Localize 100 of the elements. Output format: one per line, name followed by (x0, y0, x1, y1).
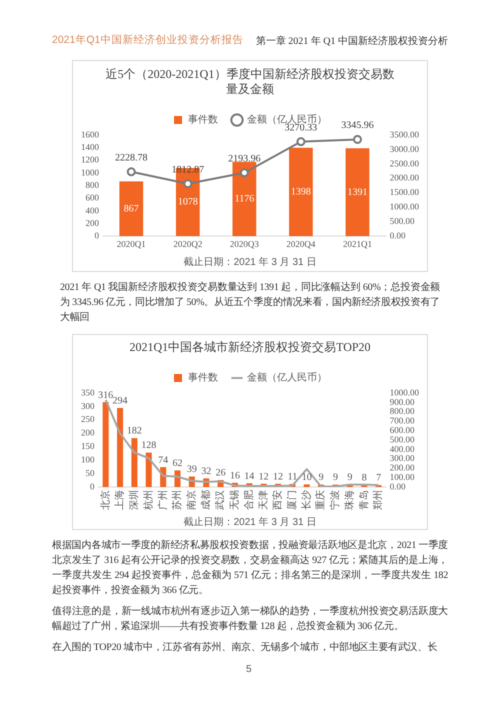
data-label: 316 (98, 390, 114, 401)
text: 2021 年 Q1 我国新经济股权投资交易数量达到 1391 起，同比涨幅达到 60%；总投资金额为 3345.96 亿元，同比增加了 50%。从近五个季度的情况来看，国内新经济股权投资有了大幅回 (60, 280, 440, 325)
y2-tick-label: 2500.00 (390, 158, 420, 168)
data-label: 26 (216, 468, 226, 479)
data-label: 3345.96 (341, 120, 374, 132)
text: 值得注意的是，新一线城市杭州有逐步迈入第一梯队的趋势，一季度杭州投资交易活跃度大幅超过了广州，紧追深圳——共有投资事件数量 128 起，总投资金额为 306 亿元。 (52, 604, 448, 634)
y2-tick-label: 400.00 (390, 444, 415, 454)
x-tick-label: 宁波 (329, 490, 342, 510)
chart-title: 2021Q1中国各城市新经济股权投资交易TOP20 (129, 340, 371, 355)
x-tick-label: 2020Q1 (116, 238, 146, 249)
y2-tick-label: 200.00 (390, 462, 415, 473)
data-label: 182 (126, 426, 142, 437)
text: 第一章 2021 年 Q1 中国新经济股权投资分析 (256, 34, 448, 48)
y2-tick-label: 0.00 (390, 481, 406, 492)
y-tick-label: 150 (81, 441, 95, 452)
y-tick-label: 1200 (81, 154, 100, 165)
point (183, 179, 192, 188)
bar (304, 484, 310, 487)
y-tick-label: 1600 (81, 129, 100, 140)
chart-title: 近5个（2020-2021Q1）季度中国新经济股权投资交易数量及金额 (104, 67, 396, 97)
x-tick-label: 深圳 (128, 490, 140, 510)
bar (346, 148, 370, 236)
x-tick-label: 厦门 (286, 490, 298, 510)
data-label: 294 (112, 396, 128, 407)
data-label: 1391 (347, 186, 368, 198)
text: 根据国内各城市一季度的新经济私募股权投资数据，投融资最活跃地区是北京，2021 一季度北京发生了 316 起有公开记录的投资交易数，交易金额高达 927 亿元；紧随其后的是上海，一季度共发生 294 起投资事件，总金额为 571 亿元；排名第三的是深圳，一季度共发生 182 起投资事件，投资金额为 366 亿元。 (52, 538, 448, 598)
y2-tick-label: 1000.00 (390, 387, 420, 398)
legend-label: 事件数 (188, 372, 218, 384)
y2-tick-label: 500.00 (390, 434, 415, 444)
bar (102, 402, 109, 487)
data-label: 867 (124, 203, 139, 214)
data-label: 14 (244, 470, 254, 482)
data-label: 9 (347, 472, 352, 484)
y2-tick-label: 500.00 (390, 216, 415, 226)
legend-label: 事件数 (188, 114, 218, 126)
x-tick-label: 郑州 (372, 490, 384, 510)
x-tick-label: 西安 (272, 490, 284, 510)
y2-tick-label: 3500.00 (390, 129, 420, 140)
data-label: 9 (332, 472, 338, 484)
x-tick-label: 武汉 (214, 490, 226, 510)
point (296, 137, 306, 146)
y2-tick-label: 600.00 (390, 424, 415, 435)
x-tick-label: 2020Q3 (230, 238, 260, 249)
y-tick-label: 50 (86, 468, 95, 478)
text: 在入围的 TOP20 城市中，江苏省有苏州、南京、无锡多个城市，中部地区主要有武汉、长 (52, 640, 438, 655)
y-tick-label: 300 (81, 400, 95, 411)
y-tick-label: 100 (81, 454, 95, 464)
data-label: 1078 (178, 196, 198, 208)
data-label: 7 (376, 472, 382, 484)
y2-tick-label: 1500.00 (390, 187, 420, 198)
y2-tick-label: 700.00 (390, 416, 415, 426)
data-label: 9 (318, 472, 324, 484)
text: 2021年Q1中国新经济创业投资分析报告 (52, 33, 244, 47)
y2-tick-label: 100.00 (390, 472, 415, 482)
data-label: 1398 (290, 186, 311, 198)
x-tick-label: 合肥 (242, 490, 255, 510)
x-tick-label: 上海 (114, 490, 126, 510)
y-tick-label: 200 (86, 218, 100, 228)
data-label: 10 (302, 472, 312, 483)
x-tick-label: 北京 (99, 490, 112, 510)
x-tick-label: 长沙 (300, 490, 312, 510)
x-tick-label: 成都 (200, 490, 212, 510)
bar (146, 452, 152, 487)
x-tick-label: 广州 (156, 490, 169, 510)
y-tick-label: 1000 (81, 167, 100, 178)
text: 5 (246, 664, 252, 675)
data-label: 1176 (234, 194, 254, 205)
x-tick-label: 重庆 (314, 490, 327, 510)
data-label: 11 (288, 472, 298, 483)
data-label: 3270.33 (284, 122, 318, 134)
y2-tick-label: 2000.00 (390, 172, 420, 183)
x-tick-label: 青岛 (358, 490, 370, 510)
y2-tick-label: 3000.00 (390, 144, 420, 154)
x-tick-label: 珠海 (343, 490, 356, 510)
data-label: 2193.96 (228, 153, 261, 164)
y-tick-label: 400 (86, 205, 100, 216)
x-tick-label: 2020Q4 (286, 238, 316, 249)
y2-tick-label: 1000.00 (390, 202, 420, 212)
text: 截止日期：2021 年 3 月 31 日 (184, 516, 316, 529)
data-label: 74 (158, 454, 168, 466)
y-tick-label: 800 (86, 180, 100, 190)
y2-tick-label: 0.00 (390, 230, 406, 241)
data-label: 32 (201, 466, 212, 478)
x-tick-label: 2020Q2 (173, 238, 202, 249)
y-tick-label: 350 (81, 387, 95, 398)
bar (117, 408, 124, 487)
data-label: 16 (230, 470, 240, 482)
y2-tick-label: 900.00 (390, 396, 415, 407)
x-tick-label: 2021Q1 (342, 238, 372, 249)
bar (232, 162, 256, 236)
point (352, 135, 362, 144)
data-label: 12 (258, 471, 269, 482)
x-tick-label: 天津 (257, 490, 270, 510)
y-tick-label: 200 (81, 428, 95, 438)
y-tick-label: 0 (94, 230, 100, 241)
x-tick-label: 南京 (185, 490, 198, 510)
data-label: 8 (362, 472, 367, 484)
y2-tick-label: 800.00 (390, 406, 415, 416)
y-tick-label: 250 (81, 414, 95, 424)
y-tick-label: 1400 (81, 142, 100, 152)
